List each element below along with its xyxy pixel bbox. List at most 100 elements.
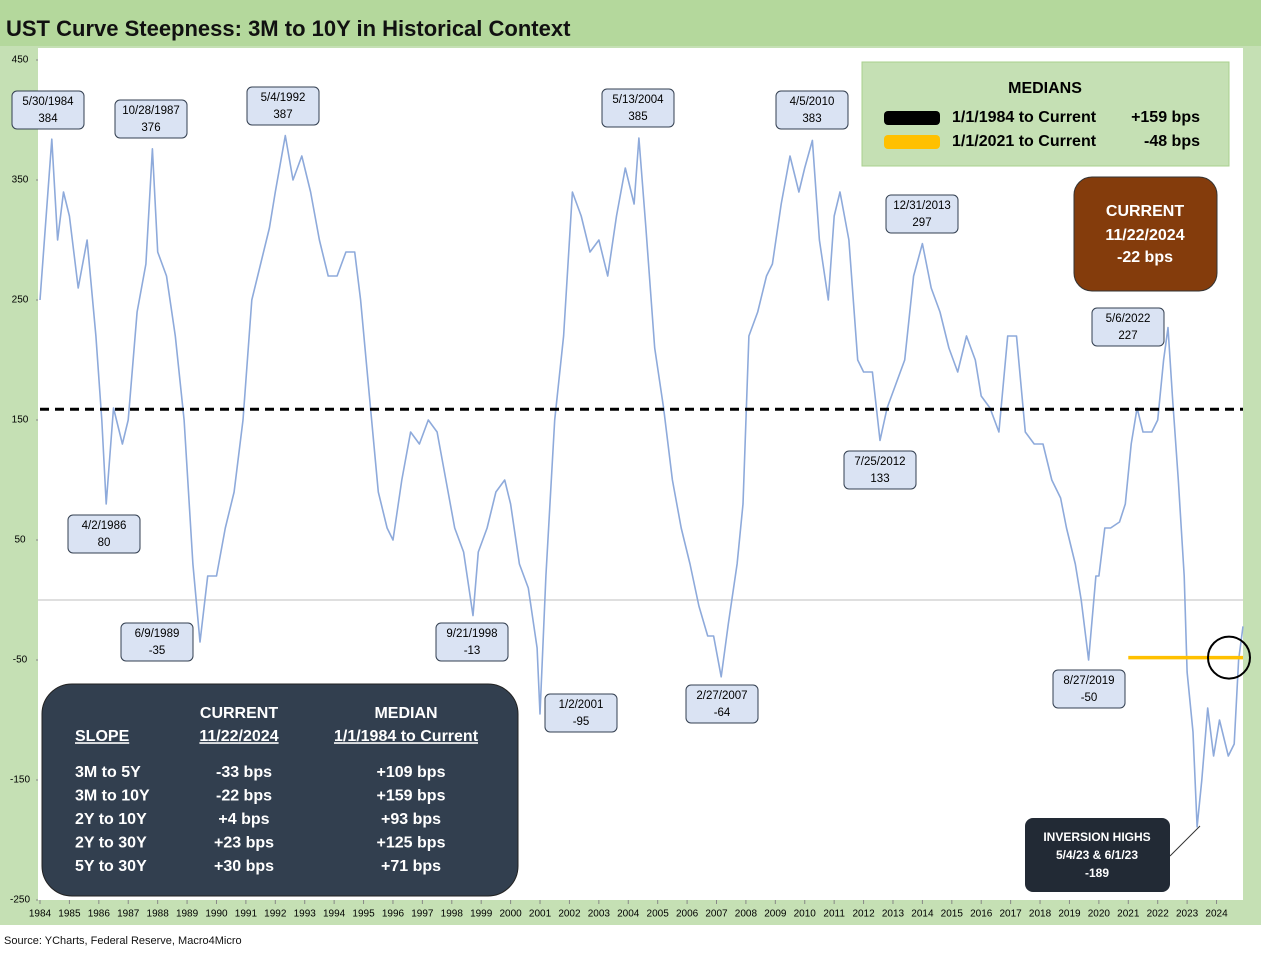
x-tick-label: 1989 bbox=[176, 909, 199, 920]
medians-title: MEDIANS bbox=[1008, 80, 1082, 97]
y-tick-label: -50 bbox=[13, 655, 28, 666]
x-tick-label: 1997 bbox=[411, 909, 434, 920]
annotation-value: -64 bbox=[714, 707, 731, 719]
legend-swatch bbox=[884, 111, 940, 125]
x-tick-label: 2020 bbox=[1088, 909, 1111, 920]
annotation-value: 383 bbox=[802, 113, 821, 125]
x-tick-label: 1995 bbox=[352, 909, 375, 920]
x-tick-label: 2014 bbox=[911, 909, 934, 920]
x-tick-label: 2013 bbox=[882, 909, 905, 920]
annotation-date: 5/30/1984 bbox=[22, 96, 74, 108]
title-bar bbox=[0, 0, 1261, 46]
inversion-box bbox=[1025, 818, 1170, 892]
annotation-value: 297 bbox=[912, 217, 931, 229]
x-tick-label: 1996 bbox=[382, 909, 405, 920]
annotation-value: 376 bbox=[141, 122, 160, 134]
series-line bbox=[39, 134, 1244, 828]
annotation-date: 4/5/2010 bbox=[790, 96, 835, 108]
annotation-box bbox=[685, 684, 759, 724]
annotation-date: 5/13/2004 bbox=[612, 94, 664, 106]
table-header: MEDIAN bbox=[374, 705, 437, 722]
annotation-date: 8/27/2019 bbox=[1063, 675, 1114, 687]
legend-label: 1/1/1984 to Current bbox=[952, 109, 1097, 126]
legend-label: 1/1/2021 to Current bbox=[952, 133, 1097, 150]
table-header: 1/1/1984 to Current bbox=[334, 728, 479, 745]
y-tick-label: -250 bbox=[10, 895, 30, 906]
table-header: CURRENT bbox=[200, 705, 278, 722]
table-cell: +125 bps bbox=[377, 835, 446, 852]
annotation-date: 1/2/2001 bbox=[559, 699, 604, 711]
inversion-dates: 5/4/23 & 6/1/23 bbox=[1056, 848, 1138, 862]
x-tick-label: 2007 bbox=[705, 909, 728, 920]
y-tick-label: 450 bbox=[12, 55, 29, 66]
table-cell: +30 bps bbox=[214, 858, 274, 875]
table-box bbox=[41, 683, 519, 897]
annotation-date: 5/4/1992 bbox=[261, 92, 306, 104]
annotation-box bbox=[435, 622, 509, 662]
legend-swatch bbox=[884, 135, 940, 149]
x-tick-label: 2000 bbox=[499, 909, 522, 920]
annotation-value: 385 bbox=[628, 111, 647, 123]
annotation-box bbox=[1091, 307, 1165, 347]
y-tick-label: -150 bbox=[10, 775, 30, 786]
x-tick-label: 2003 bbox=[588, 909, 611, 920]
x-tick-label: 2001 bbox=[529, 909, 552, 920]
x-tick-label: 2011 bbox=[823, 909, 845, 920]
annotation-box bbox=[246, 86, 320, 126]
annotation-box bbox=[601, 88, 675, 128]
annotation-box bbox=[67, 514, 141, 554]
x-tick-label: 2018 bbox=[1029, 909, 1052, 920]
annotation-box bbox=[775, 90, 849, 130]
x-tick-label: 2019 bbox=[1058, 909, 1081, 920]
table-cell: +23 bps bbox=[214, 835, 274, 852]
x-tick-label: 2016 bbox=[970, 909, 993, 920]
annotation-date: 10/28/1987 bbox=[122, 105, 180, 117]
annotation-value: 387 bbox=[273, 109, 292, 121]
annotation-date: 2/27/2007 bbox=[696, 690, 747, 702]
x-tick-label: 1987 bbox=[117, 909, 140, 920]
x-tick-label: 2017 bbox=[1000, 909, 1023, 920]
annotation-value: -13 bbox=[464, 645, 481, 657]
annotation-date: 6/9/1989 bbox=[135, 628, 180, 640]
x-tick-label: 2004 bbox=[617, 909, 640, 920]
annotation-value: -95 bbox=[573, 716, 590, 728]
annotation-value: 384 bbox=[38, 113, 58, 125]
annotation-date: 7/25/2012 bbox=[854, 456, 905, 468]
annotation-value: 227 bbox=[1118, 330, 1137, 342]
x-tick-label: 1988 bbox=[147, 909, 170, 920]
legend-value: +159 bps bbox=[1131, 109, 1200, 126]
annotation-date: 5/6/2022 bbox=[1106, 313, 1151, 325]
annotation-box bbox=[1052, 669, 1126, 709]
y-tick-label: 250 bbox=[12, 295, 29, 306]
x-tick-label: 1999 bbox=[470, 909, 493, 920]
current-box bbox=[1073, 176, 1218, 292]
table-cell: +4 bps bbox=[218, 811, 269, 828]
table-header: SLOPE bbox=[75, 728, 130, 745]
x-tick-label: 2015 bbox=[941, 909, 964, 920]
x-tick-label: 1992 bbox=[264, 909, 287, 920]
table-cell: 5Y to 30Y bbox=[75, 858, 147, 875]
annotation-value: -50 bbox=[1081, 692, 1098, 704]
current-value: -22 bps bbox=[1117, 249, 1173, 266]
x-tick-label: 1990 bbox=[205, 909, 228, 920]
table-cell: 2Y to 10Y bbox=[75, 811, 147, 828]
legend-value: -48 bps bbox=[1144, 133, 1200, 150]
source: Source: YCharts, Federal Reserve, Macro4… bbox=[4, 935, 242, 947]
annotation-date: 9/21/1998 bbox=[446, 628, 497, 640]
annotation-box bbox=[114, 99, 188, 139]
table-cell: +93 bps bbox=[381, 811, 441, 828]
table-cell: 3M to 5Y bbox=[75, 764, 141, 781]
x-tick-label: 2012 bbox=[852, 909, 875, 920]
x-tick-label: 2002 bbox=[558, 909, 581, 920]
annotation-date: 4/2/1986 bbox=[82, 520, 127, 532]
current-title: CURRENT bbox=[1106, 203, 1184, 220]
inversion-value: -189 bbox=[1085, 866, 1109, 880]
chart-title: UST Curve Steepness: 3M to 10Y in Histor… bbox=[6, 16, 571, 41]
x-tick-label: 2022 bbox=[1147, 909, 1170, 920]
current-marker bbox=[1207, 635, 1251, 680]
annotation-box bbox=[11, 90, 85, 130]
table-cell: 2Y to 30Y bbox=[75, 835, 147, 852]
table-header: 11/22/2024 bbox=[199, 728, 278, 745]
x-tick-label: 2021 bbox=[1117, 909, 1140, 920]
current-date: 11/22/2024 bbox=[1105, 227, 1184, 244]
